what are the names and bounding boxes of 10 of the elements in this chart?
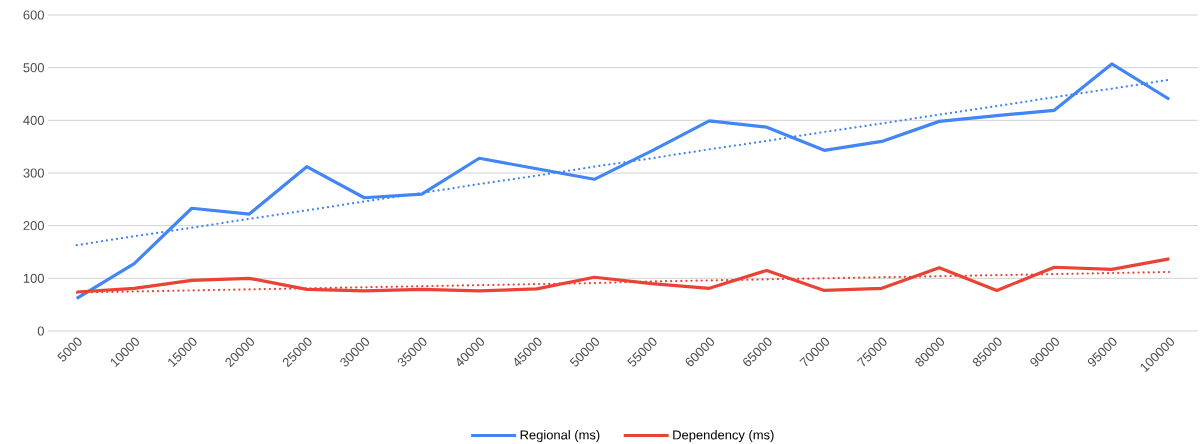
line-series	[75, 62, 1171, 300]
legend-label: Regional (ms)	[520, 429, 600, 443]
y-tick-label: 500	[23, 63, 44, 73]
y-tick-label: 400	[23, 115, 44, 125]
y-tick-label: 100	[23, 273, 44, 283]
y-tick-label: 200	[23, 221, 44, 231]
y-tick-label: 300	[23, 168, 44, 178]
legend-label: Dependency (ms)	[673, 429, 774, 443]
y-tick-label: 600	[23, 10, 44, 20]
y-tick-label: 0	[37, 326, 44, 336]
